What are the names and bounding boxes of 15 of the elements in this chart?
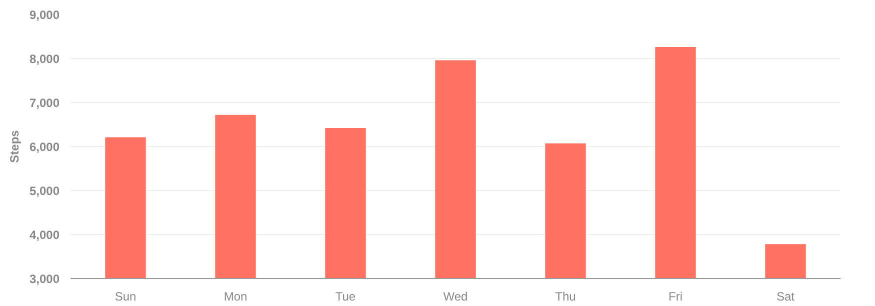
y-tick-label: 5,000 [29,184,60,198]
x-tick-label: Fri [668,290,683,304]
y-tick-label: 7,000 [29,96,60,110]
x-tick-label: Sat [776,290,796,304]
y-tick-label: 8,000 [29,52,60,66]
x-tick-label: Sun [114,290,136,304]
y-tick-label: 4,000 [29,228,60,242]
y-axis-title: Steps [7,130,22,163]
x-tick-label: Thu [555,290,576,304]
x-tick-label: Mon [224,290,248,304]
x-tick-label: Tue [335,290,356,304]
y-tick-label: 9,000 [29,8,60,22]
x-tick-label: Wed [443,290,468,304]
y-tick-label: 6,000 [29,140,60,154]
y-tick-label: 3,000 [29,272,60,286]
